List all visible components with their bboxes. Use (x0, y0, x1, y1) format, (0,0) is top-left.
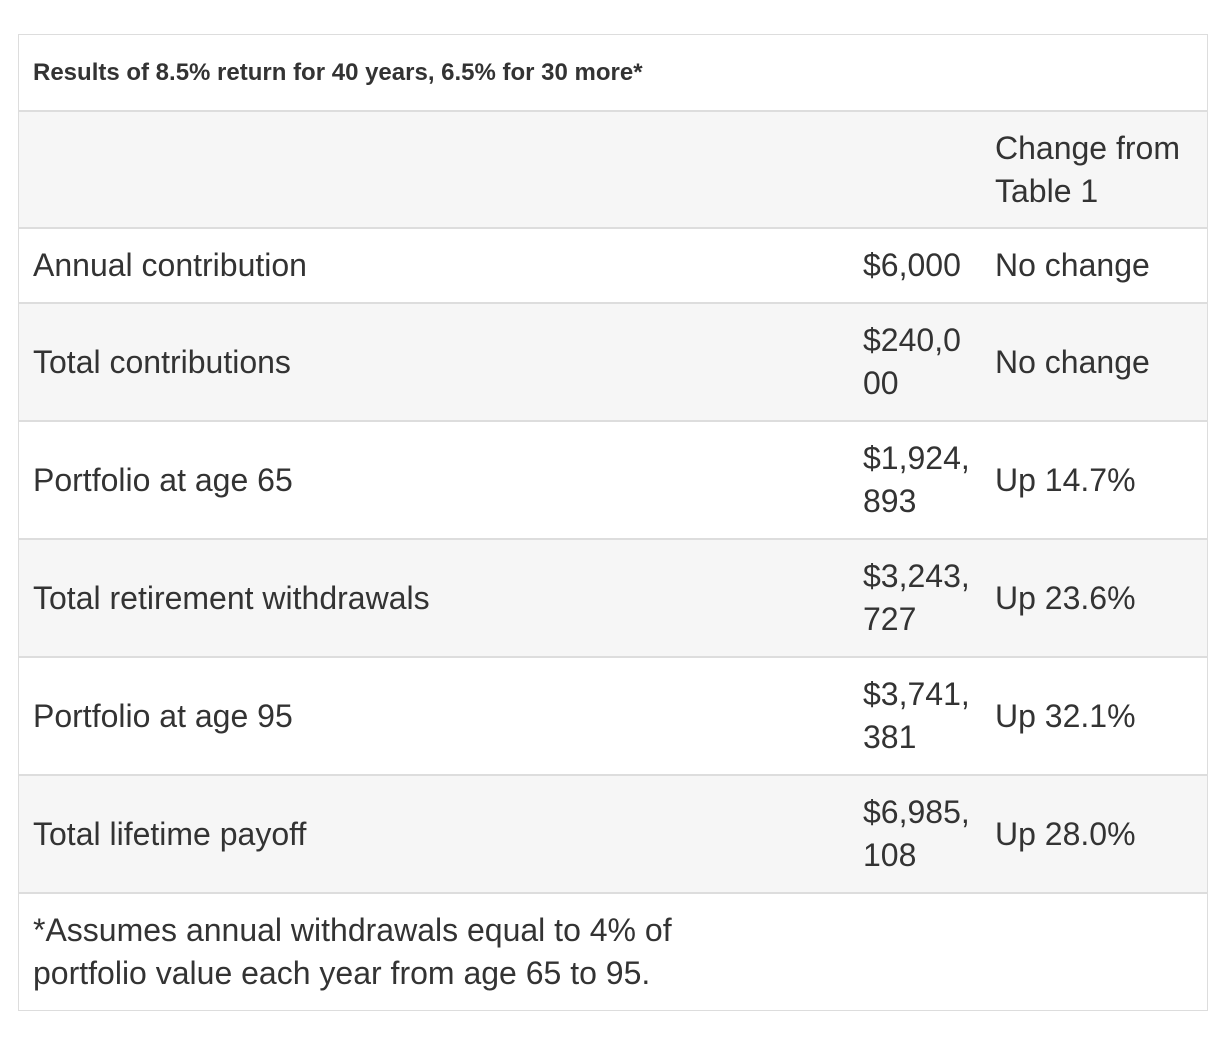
results-table: Results of 8.5% return for 40 years, 6.5… (18, 34, 1208, 1011)
row-value: $6,000 (863, 247, 961, 283)
row-value: $6,985,108 (863, 794, 970, 873)
row-value: $3,741,381 (863, 676, 970, 755)
table-row: Total retirement withdrawals $3,243,727 … (19, 538, 1207, 656)
header-change-cell: Change from Table 1 (981, 112, 1207, 227)
table-row: Portfolio at age 65 $1,924,893 Up 14.7% (19, 420, 1207, 538)
table-row: Annual contribution $6,000 No change (19, 227, 1207, 302)
row-value: $3,243,727 (863, 558, 970, 637)
table-caption-text: Results of 8.5% return for 40 years, 6.5… (33, 58, 643, 86)
table-header-row: Change from Table 1 (19, 110, 1207, 227)
footnote-text: *Assumes annual withdrawals equal to 4% … (33, 912, 672, 991)
row-value: $240,000 (863, 322, 961, 401)
table-row: Total contributions $240,000 No change (19, 302, 1207, 420)
table-footnote: *Assumes annual withdrawals equal to 4% … (19, 892, 1207, 1010)
header-label-cell (19, 112, 849, 227)
table-row: Portfolio at age 95 $3,741,381 Up 32.1% (19, 656, 1207, 774)
table-caption: Results of 8.5% return for 40 years, 6.5… (19, 35, 1207, 110)
header-value-cell (849, 112, 981, 227)
row-change: Up 23.6% (995, 579, 1136, 616)
table-row: Total lifetime payoff $6,985,108 Up 28.0… (19, 774, 1207, 892)
row-change: No change (995, 247, 1150, 283)
row-label: Total lifetime payoff (33, 815, 307, 852)
row-label: Total contributions (33, 343, 291, 380)
row-change: Up 32.1% (995, 697, 1136, 734)
row-value: $1,924,893 (863, 440, 970, 519)
header-change-text: Change from Table 1 (995, 129, 1180, 209)
row-change: Up 28.0% (995, 815, 1136, 852)
row-change: Up 14.7% (995, 461, 1136, 498)
row-label: Annual contribution (33, 247, 307, 283)
row-label: Portfolio at age 95 (33, 697, 293, 734)
row-label: Portfolio at age 65 (33, 461, 293, 498)
row-change: No change (995, 343, 1150, 380)
row-label: Total retirement withdrawals (33, 579, 430, 616)
